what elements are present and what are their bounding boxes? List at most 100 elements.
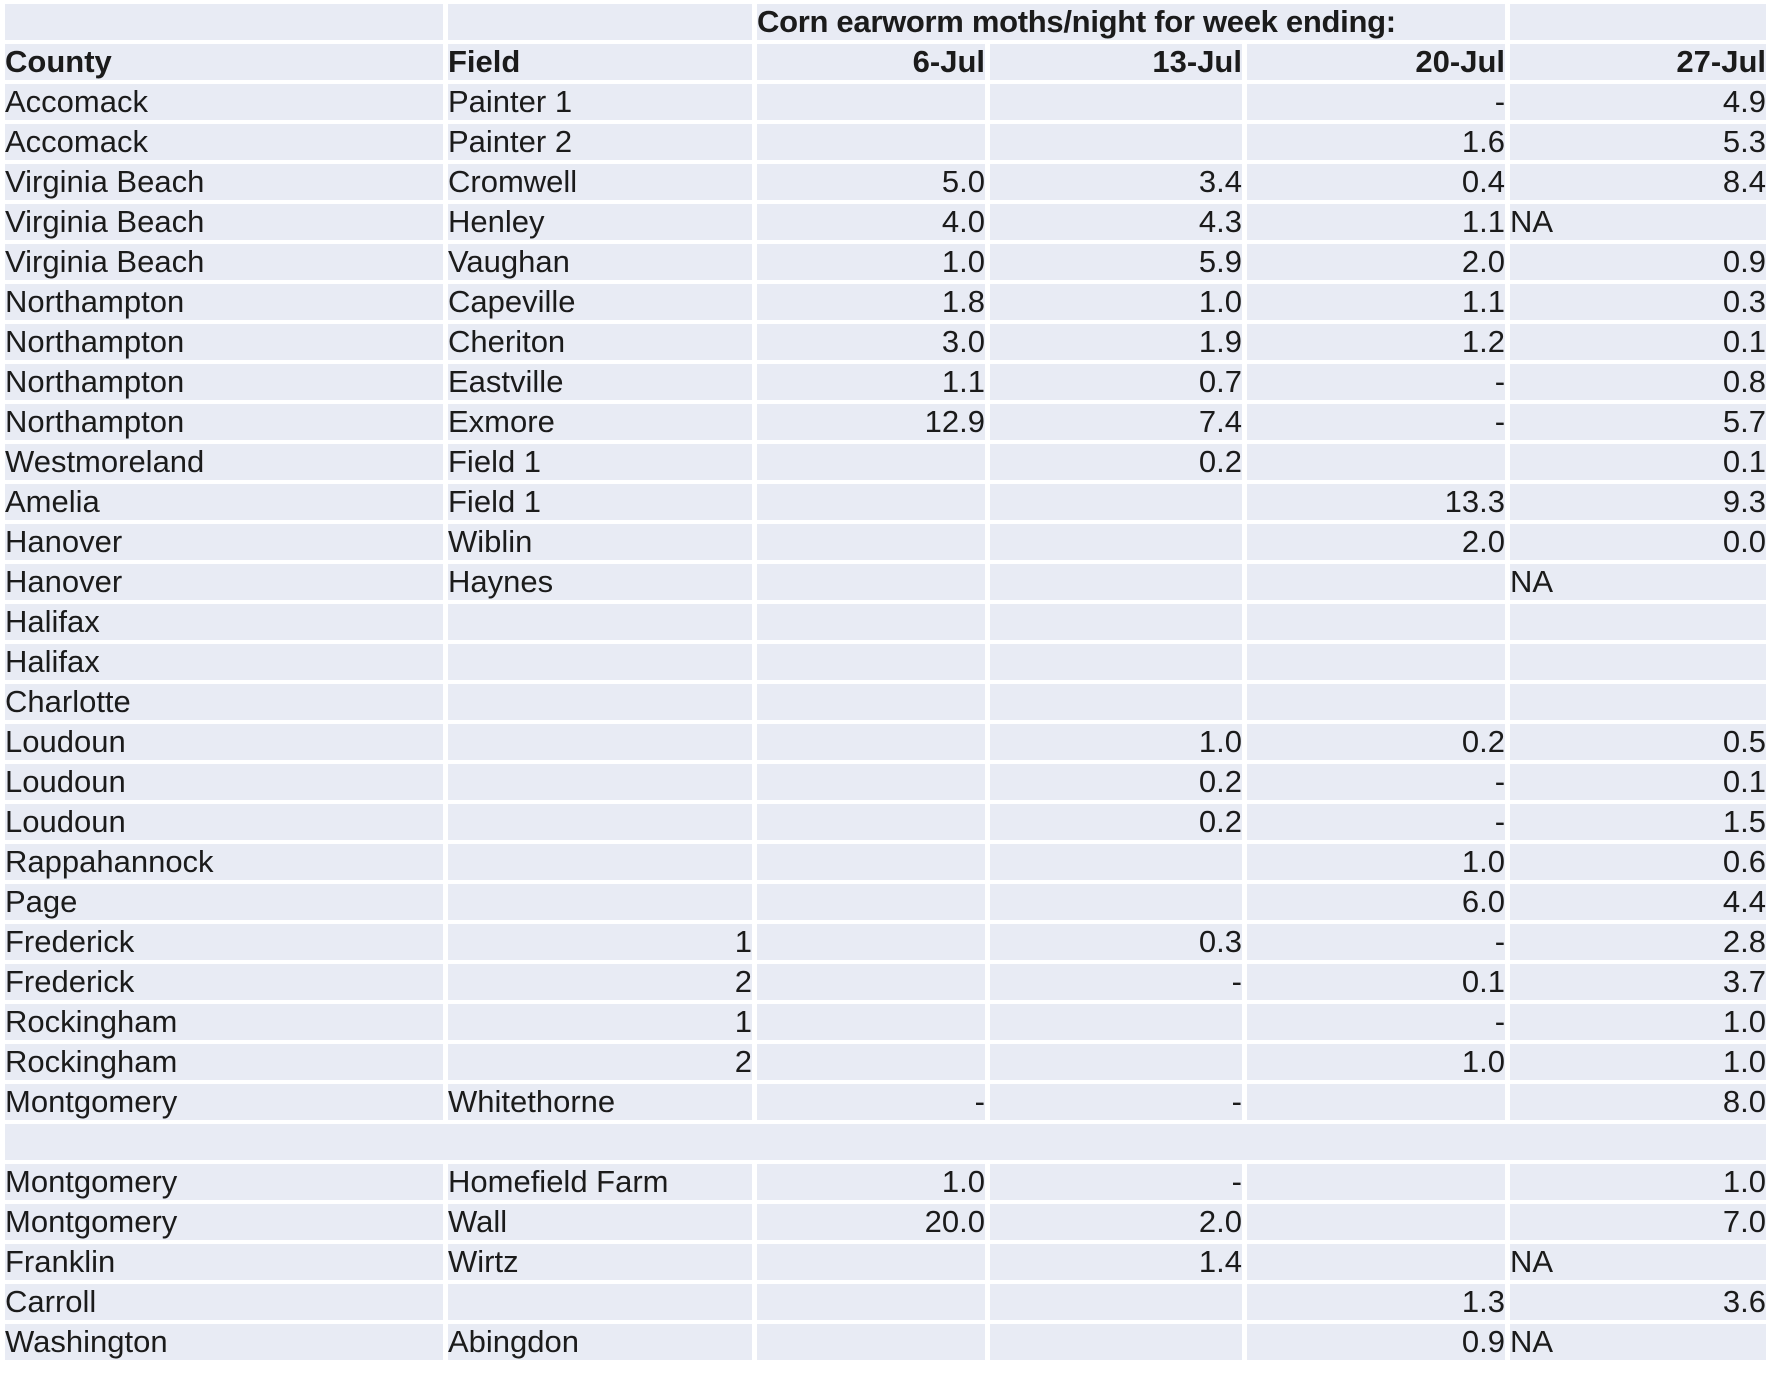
value-cell-20-Jul: 2.0 [1247, 524, 1506, 560]
value-cell-6-Jul [757, 924, 985, 960]
county-cell: Northampton [5, 284, 443, 320]
field-cell [448, 1284, 752, 1320]
county-cell: Rappahannock [5, 844, 443, 880]
value-cell-27-Jul: 3.6 [1510, 1284, 1767, 1320]
value-cell-6-Jul: 1.1 [757, 364, 985, 400]
field-cell: 1 [448, 924, 752, 960]
value-cell-27-Jul: 1.0 [1510, 1004, 1767, 1040]
county-cell: Northampton [5, 404, 443, 440]
county-cell: Loudoun [5, 804, 443, 840]
value-cell-27-Jul: 4.9 [1510, 84, 1767, 120]
table-row: Virginia Beach Cromwell 5.0 3.4 0.4 8.4 [5, 164, 1767, 200]
table-header-row: County Field 6-Jul 13-Jul 20-Jul 27-Jul [5, 44, 1767, 80]
table-row: Loudoun 0.2-1.5 [5, 804, 1767, 840]
county-cell: Hanover [5, 524, 443, 560]
table-row: Montgomery Wall 20.0 2.0 7.0 [5, 1204, 1767, 1240]
value-cell-6-Jul [757, 564, 985, 600]
county-cell: Frederick [5, 924, 443, 960]
value-cell-20-Jul: 0.2 [1247, 724, 1506, 760]
field-cell [448, 764, 752, 800]
value-cell-20-Jul [1247, 1244, 1506, 1280]
value-cell-27-Jul: NA [1510, 1244, 1767, 1280]
value-cell-6-Jul: 5.0 [757, 164, 985, 200]
field-cell: Field 1 [448, 484, 752, 520]
value-cell-20-Jul: 1.2 [1247, 324, 1506, 360]
value-cell-27-Jul: NA [1510, 564, 1767, 600]
value-cell-13-Jul: 3.4 [990, 164, 1242, 200]
value-cell-13-Jul: - [990, 1164, 1242, 1200]
value-cell-6-Jul [757, 84, 985, 120]
value-cell-27-Jul: 1.5 [1510, 804, 1767, 840]
value-cell-6-Jul [757, 1044, 985, 1080]
value-cell-27-Jul [1510, 684, 1767, 720]
field-cell: Cromwell [448, 164, 752, 200]
field-cell: Homefield Farm [448, 1164, 752, 1200]
value-cell-27-Jul: 0.8 [1510, 364, 1767, 400]
county-cell: Charlotte [5, 684, 443, 720]
corn-earworm-table: Corn earworm moths/night for week ending… [5, 4, 1767, 1360]
field-cell: Field 1 [448, 444, 752, 480]
value-cell-6-Jul: 4.0 [757, 204, 985, 240]
value-cell-13-Jul: 0.2 [990, 764, 1242, 800]
table-row: Halifax [5, 644, 1767, 680]
field-cell: 2 [448, 1044, 752, 1080]
value-cell-13-Jul: 1.9 [990, 324, 1242, 360]
table-title-row: Corn earworm moths/night for week ending… [5, 4, 1767, 40]
value-cell-6-Jul: 12.9 [757, 404, 985, 440]
value-cell-27-Jul [1510, 644, 1767, 680]
county-cell: Montgomery [5, 1204, 443, 1240]
table-row: Northampton Cheriton 3.0 1.9 1.2 0.1 [5, 324, 1767, 360]
value-cell-13-Jul: 0.2 [990, 444, 1242, 480]
value-cell-20-Jul [1247, 684, 1506, 720]
value-cell-27-Jul: 5.3 [1510, 124, 1767, 160]
value-cell-6-Jul [757, 1284, 985, 1320]
table-row: Virginia Beach Henley 4.0 4.3 1.1 NA [5, 204, 1767, 240]
county-cell: Rockingham [5, 1004, 443, 1040]
county-cell: Washington [5, 1324, 443, 1360]
value-cell-20-Jul: 1.3 [1247, 1284, 1506, 1320]
value-cell-13-Jul: - [990, 1084, 1242, 1120]
title-row-county-cell [5, 4, 443, 40]
county-cell: Accomack [5, 84, 443, 120]
value-cell-27-Jul: NA [1510, 1324, 1767, 1360]
field-cell: Whitethorne [448, 1084, 752, 1120]
value-cell-20-Jul [1247, 564, 1506, 600]
row-spacer [5, 1124, 1767, 1160]
county-cell: Montgomery [5, 1084, 443, 1120]
value-cell-6-Jul [757, 1004, 985, 1040]
value-cell-13-Jul: 0.7 [990, 364, 1242, 400]
table-row: Page 6.0 4.4 [5, 884, 1767, 920]
column-header-date-4: 27-Jul [1510, 44, 1767, 80]
value-cell-6-Jul [757, 884, 985, 920]
table-row: Loudoun 0.2-0.1 [5, 764, 1767, 800]
value-cell-20-Jul: - [1247, 364, 1506, 400]
value-cell-27-Jul: NA [1510, 204, 1767, 240]
value-cell-27-Jul: 5.7 [1510, 404, 1767, 440]
county-cell: Halifax [5, 604, 443, 640]
value-cell-27-Jul: 0.9 [1510, 244, 1767, 280]
value-cell-6-Jul [757, 604, 985, 640]
county-cell: Virginia Beach [5, 204, 443, 240]
value-cell-6-Jul [757, 484, 985, 520]
value-cell-27-Jul: 0.1 [1510, 444, 1767, 480]
table-row: Halifax [5, 604, 1767, 640]
table-row: Carroll 1.3 3.6 [5, 1284, 1767, 1320]
value-cell-20-Jul: - [1247, 804, 1506, 840]
field-cell: Eastville [448, 364, 752, 400]
value-cell-13-Jul [990, 484, 1242, 520]
value-cell-20-Jul: 1.6 [1247, 124, 1506, 160]
field-cell [448, 644, 752, 680]
table-row: Charlotte [5, 684, 1767, 720]
county-cell: Rockingham [5, 1044, 443, 1080]
value-cell-20-Jul: 1.0 [1247, 844, 1506, 880]
value-cell-20-Jul: - [1247, 924, 1506, 960]
value-cell-13-Jul [990, 644, 1242, 680]
county-cell: Carroll [5, 1284, 443, 1320]
county-cell: Virginia Beach [5, 244, 443, 280]
value-cell-6-Jul [757, 524, 985, 560]
field-cell: Wiblin [448, 524, 752, 560]
county-cell: Hanover [5, 564, 443, 600]
field-cell: Wall [448, 1204, 752, 1240]
value-cell-27-Jul: 0.3 [1510, 284, 1767, 320]
value-cell-13-Jul [990, 1324, 1242, 1360]
